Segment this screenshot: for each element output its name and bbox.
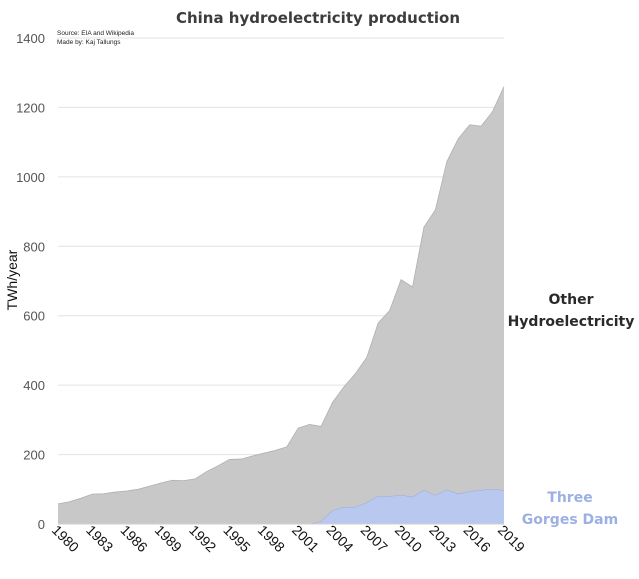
label-three-gorges-line1: Three: [547, 490, 592, 506]
grid-lines: [58, 37, 504, 456]
author-note: Made by: Kaj Tallungs: [57, 39, 121, 46]
x-tick-2007: 2007: [358, 522, 391, 555]
label-three-gorges-line2: Gorges Dam: [522, 512, 618, 528]
y-axis-label: TWh/year: [4, 249, 20, 310]
label-other-line1: Other: [549, 292, 594, 308]
y-tick-0: 0: [38, 517, 45, 532]
x-tick-1983: 1983: [83, 522, 116, 555]
y-tick-labels: 0 200 400 600 800 1000 1200 1400: [16, 31, 45, 532]
legend-label-three-gorges: Three Gorges Dam: [522, 490, 618, 528]
y-tick-400: 400: [23, 378, 45, 393]
y-tick-1000: 1000: [16, 170, 45, 185]
x-tick-1980: 1980: [49, 522, 82, 555]
x-tick-1998: 1998: [255, 522, 288, 555]
source-note: Source: EIA and Wikipedia: [57, 30, 134, 37]
x-tick-2016: 2016: [461, 522, 494, 555]
x-tick-2013: 2013: [426, 522, 459, 555]
area-other-hydroelectricity: [58, 86, 504, 524]
x-tick-1992: 1992: [186, 522, 219, 555]
x-tick-2010: 2010: [392, 522, 425, 555]
x-tick-labels: 1980 1983 1986 1989 1992 1995 1998 2001 2004 2007…: [49, 522, 528, 555]
x-tick-2004: 2004: [323, 522, 356, 555]
x-tick-1986: 1986: [117, 522, 150, 555]
y-tick-200: 200: [23, 448, 45, 463]
x-tick-2001: 2001: [289, 522, 322, 555]
y-tick-1200: 1200: [16, 100, 45, 115]
chart-title: China hydroelectricity production: [176, 9, 460, 27]
x-tick-1995: 1995: [220, 522, 253, 555]
area-edge-other-hydroelectricity: [57, 86, 505, 505]
area-three-gorges-dam: [58, 488, 504, 524]
area-series: [57, 86, 505, 525]
legend-label-other: Other Hydroelectricity: [508, 292, 635, 330]
y-tick-1400: 1400: [16, 31, 45, 46]
y-tick-800: 800: [23, 239, 45, 254]
y-tick-600: 600: [23, 309, 45, 324]
x-tick-1989: 1989: [152, 522, 185, 555]
label-other-line2: Hydroelectricity: [508, 314, 635, 330]
